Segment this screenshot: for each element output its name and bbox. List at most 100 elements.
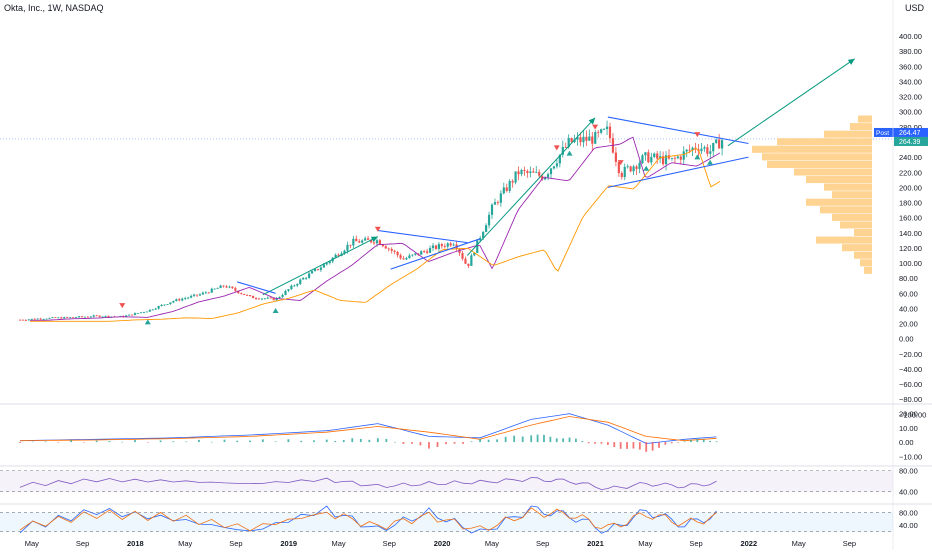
candle-body — [597, 132, 600, 133]
candle-body — [408, 255, 411, 259]
candle-body — [667, 155, 671, 159]
trend-arrow — [727, 58, 855, 147]
macd-histogram-bar — [159, 440, 162, 443]
candle-body — [240, 293, 243, 294]
candle-body — [405, 258, 408, 260]
candle-body — [72, 317, 75, 319]
macd-histogram-bar — [31, 441, 34, 443]
candle-body — [316, 269, 320, 270]
candle-body — [319, 267, 322, 270]
macd-histogram-bar — [470, 441, 473, 443]
candle-body — [629, 166, 632, 172]
y-tick-label: 320.00 — [899, 93, 922, 102]
candle-body — [564, 146, 567, 148]
candle-body — [632, 166, 635, 172]
symbol-title: Okta, Inc., 1W, NASDAQ — [4, 3, 104, 13]
candle-body — [426, 251, 429, 253]
volume-profile-bar — [832, 213, 872, 221]
macd-histogram-bar — [658, 442, 660, 448]
candle-body — [476, 240, 479, 253]
macd-histogram-bar — [108, 441, 111, 443]
y-tick-label: −20.00 — [899, 350, 922, 359]
candle-body — [293, 285, 296, 287]
trend-arrow — [262, 236, 379, 296]
macd-histogram-bar — [594, 442, 596, 444]
macd-histogram-bar — [95, 440, 98, 443]
post-label: Post — [876, 130, 889, 137]
candle-body — [349, 244, 352, 246]
y-tick-label: 120.00 — [899, 244, 922, 253]
candle-body — [33, 318, 36, 320]
x-tick-label: 2021 — [587, 539, 604, 548]
rsi-tick-label: 80.00 — [899, 467, 918, 476]
candle-body — [284, 290, 287, 295]
candle-body — [650, 156, 653, 163]
macd-histogram-bar — [172, 441, 175, 443]
candle-body — [431, 245, 435, 248]
candle-body — [367, 238, 370, 240]
macd-histogram-bar — [402, 442, 405, 444]
candle-body — [302, 277, 305, 280]
candle-body — [375, 240, 379, 244]
candle-body — [204, 292, 207, 294]
candle-body — [526, 171, 529, 173]
macd-histogram-bar — [645, 442, 648, 452]
candle-body — [452, 244, 455, 246]
candle-body — [36, 318, 39, 320]
y-tick-label: 20.00 — [899, 320, 918, 329]
candle-body — [626, 166, 629, 168]
candle-body — [517, 171, 520, 175]
candle-body — [213, 288, 216, 290]
candle-body — [57, 317, 60, 319]
candle-body — [600, 129, 603, 133]
candle-body — [582, 136, 585, 143]
macd-tick-label: −10.00 — [899, 452, 922, 461]
volume-profile-bar — [794, 168, 872, 176]
candle-body — [378, 240, 381, 245]
candle-body — [546, 174, 550, 178]
ma-fast-line — [30, 136, 721, 321]
sell-marker — [592, 124, 599, 130]
candle-body — [541, 175, 544, 180]
candle-body — [128, 314, 131, 316]
candle-body — [157, 306, 160, 309]
macd-histogram-bar — [121, 441, 124, 443]
pattern-line — [237, 281, 276, 294]
volume-profile-bar — [806, 176, 872, 184]
candle-body — [131, 314, 134, 316]
volume-profile-bar — [864, 266, 872, 274]
candle-body — [420, 251, 423, 255]
candle-body — [98, 315, 101, 317]
macd-histogram-bar — [530, 435, 533, 443]
candle-body — [679, 156, 682, 160]
y-tick-label: 360.00 — [899, 62, 922, 71]
candle-body — [246, 294, 249, 296]
pattern-line — [607, 156, 749, 188]
candle-body — [493, 202, 497, 205]
volume-profile-bar — [762, 153, 872, 161]
macd-histogram-bar — [626, 442, 628, 449]
y-tick-label: 340.00 — [899, 77, 922, 86]
x-tick-label: 2020 — [434, 539, 451, 548]
trend-arrow-head — [847, 58, 855, 65]
candle-body — [251, 296, 255, 299]
y-tick-label: 100.00 — [899, 259, 922, 268]
candle-body — [195, 294, 199, 296]
candle-body — [591, 136, 594, 144]
candle-body — [691, 147, 694, 151]
candle-body — [614, 152, 617, 162]
y-tick-label: 380.00 — [899, 47, 922, 56]
candle-body — [334, 254, 337, 258]
candle-body — [305, 277, 308, 279]
candle-body — [653, 153, 656, 157]
candle-body — [210, 288, 213, 293]
macd-histogram-bar — [198, 439, 200, 443]
x-tick-label: May — [25, 539, 39, 548]
candle-body — [83, 316, 86, 318]
candle-body — [184, 298, 187, 299]
candle-body — [54, 317, 57, 319]
candle-body — [558, 154, 561, 164]
pattern-line — [377, 229, 468, 244]
volume-profile-bar — [832, 191, 872, 199]
